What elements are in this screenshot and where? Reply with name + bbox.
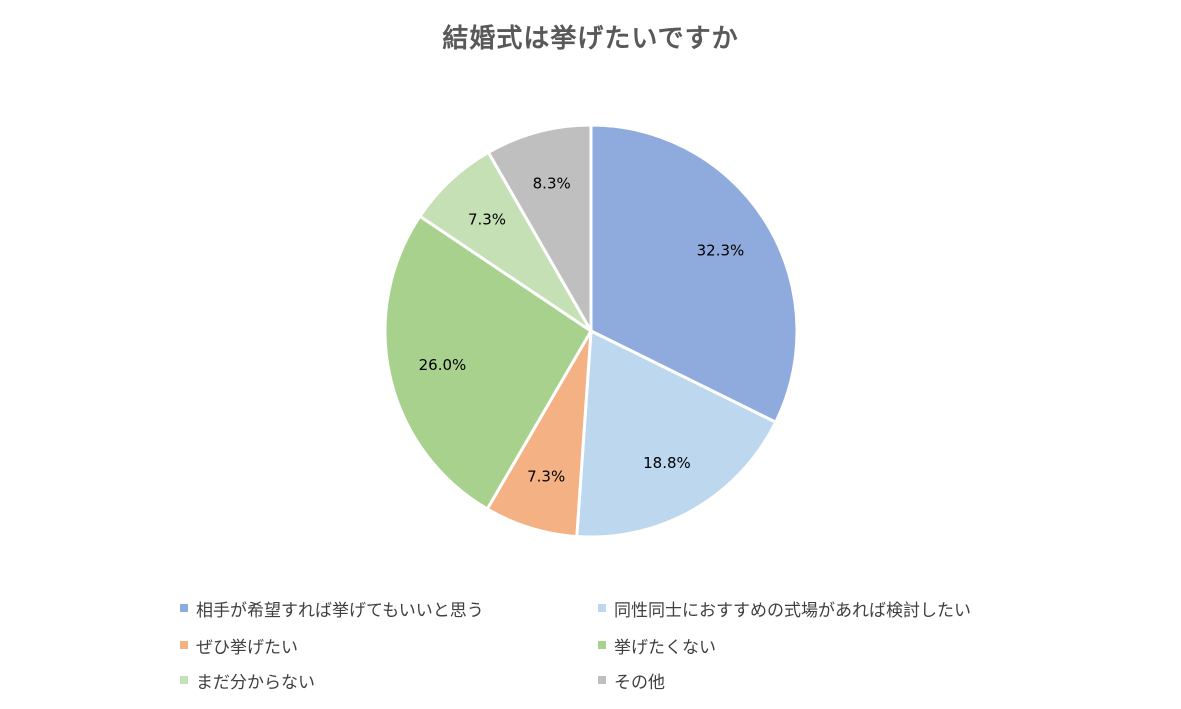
legend-swatch-3 (598, 641, 606, 649)
legend-label-0: 相手が希望すれば挙げてもいいと思う (196, 600, 484, 621)
pie-data-label-4: 7.3% (468, 211, 506, 229)
pie-slice-3 (383, 214, 593, 511)
legend-item-0: 相手が希望すれば挙げてもいいと思う (180, 596, 484, 621)
pie-slice-1 (575, 329, 778, 539)
legend-item-1: 同性同士におすすめの式場があれば検討したい (598, 596, 971, 621)
legend-swatch-5 (598, 676, 606, 684)
pie-data-label-5: 8.3% (533, 175, 571, 193)
pie-data-label-1: 18.8% (643, 454, 691, 472)
pie-slice-5 (486, 123, 593, 333)
legend-label-5: その他 (614, 672, 665, 693)
pie-slice-0 (589, 123, 799, 424)
legend-swatch-4 (180, 676, 188, 684)
legend-label-1: 同性同士におすすめの式場があれば検討したい (614, 600, 971, 621)
legend-swatch-2 (180, 641, 188, 649)
legend-label-4: まだ分からない (196, 672, 315, 693)
pie-data-label-0: 32.3% (697, 242, 745, 260)
legend-label-3: 挙げたくない (614, 637, 716, 658)
pie-data-label-2: 7.3% (527, 468, 565, 486)
legend-item-3: 挙げたくない (598, 633, 716, 658)
pie-slices (383, 123, 799, 539)
pie-data-labels: 32.3% 18.8% 7.3% 26.0% 7.3% 8.3% (419, 175, 745, 486)
legend-label-2: ぜひ挙げたい (196, 637, 298, 658)
legend-swatch-1 (598, 604, 606, 612)
legend-swatch-0 (180, 604, 188, 612)
legend-item-5: その他 (598, 668, 665, 693)
legend-item-2: ぜひ挙げたい (180, 633, 298, 658)
pie-data-label-3: 26.0% (419, 356, 467, 374)
legend-item-4: まだ分からない (180, 668, 315, 693)
chart-title: 結婚式は挙げたいですか (442, 24, 739, 54)
